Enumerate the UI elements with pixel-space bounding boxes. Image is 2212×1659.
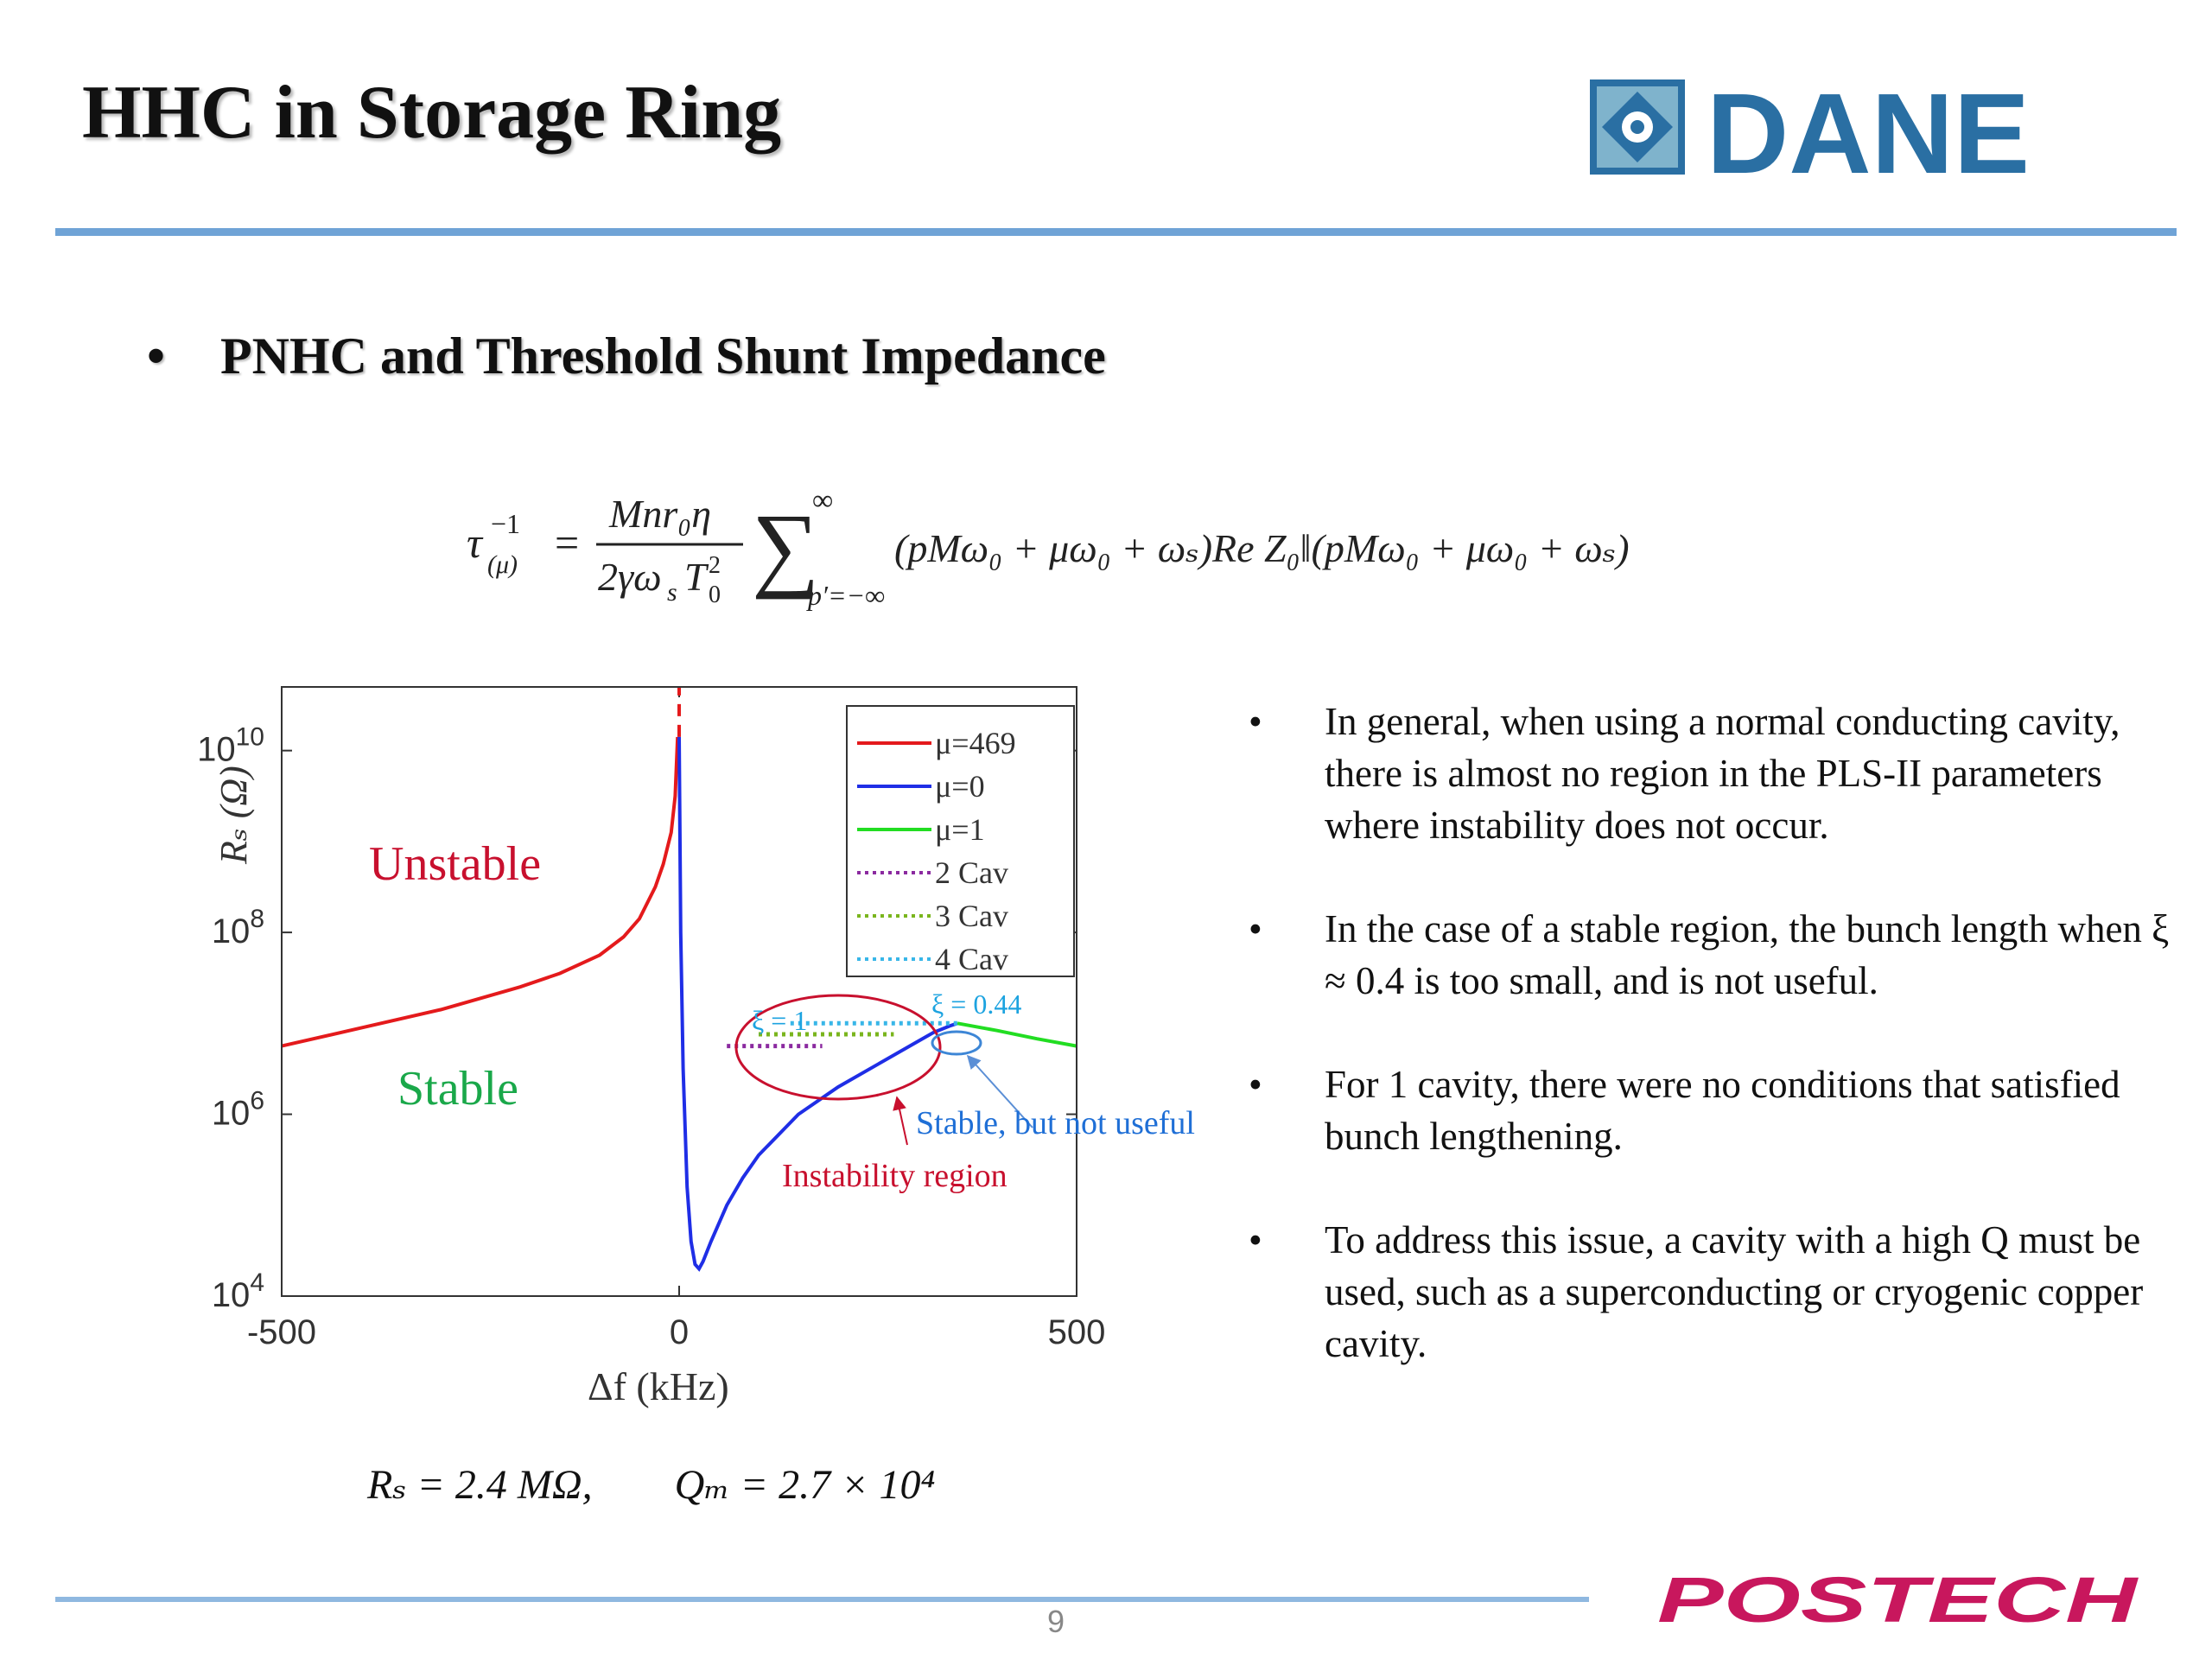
bottom-rule [55, 1597, 1589, 1602]
series-line [281, 736, 680, 1048]
legend-label: 4 Cav [935, 942, 1008, 976]
y-axis-label: Rₛ (Ω) [213, 766, 255, 865]
x-tick-label: -500 [247, 1313, 316, 1351]
eq-lhs-sub: (μ) [487, 550, 518, 579]
y-tick-label: 108 [212, 905, 264, 950]
note-text: In the case of a stable region, the bunc… [1325, 907, 2170, 1002]
series-line [677, 736, 958, 1272]
annotation-unstable: Unstable [369, 837, 541, 891]
plot-frame [281, 686, 1077, 1297]
notes-list: • In general, when using a normal conduc… [1249, 696, 2182, 1421]
annotation-stable-not-useful: Stable, but not useful [916, 1105, 1195, 1141]
legend-label: μ=0 [935, 769, 985, 804]
eq-sum-sign: ∑ [752, 494, 819, 600]
note-bullet: • [1249, 907, 1262, 950]
note-text: For 1 cavity, there were no conditions t… [1325, 1063, 2120, 1158]
dane-logo-text: DANE [1707, 79, 2030, 188]
slide-title: HHC in Storage Ring [82, 71, 782, 155]
note-text: In general, when using a normal conducti… [1325, 700, 2120, 847]
note-item: • For 1 cavity, there were no conditions… [1249, 1058, 2182, 1162]
y-tick-label: 1010 [197, 723, 264, 769]
annotation-xi-1: ξ = 1 [752, 1005, 807, 1036]
eq-lhs-sup: −1 [491, 508, 520, 539]
y-tick-label: 106 [212, 1087, 264, 1133]
stable-not-useful-arrow [966, 1054, 1033, 1128]
subtitle-bullet: • [147, 327, 166, 385]
legend-label: μ=1 [935, 812, 985, 847]
param-rs: Rₛ = 2.4 MΩ, [367, 1462, 593, 1508]
x-tick-label: 0 [670, 1313, 689, 1351]
y-tick-label: 104 [212, 1268, 264, 1314]
eq-sum-upper: ∞ [812, 485, 833, 517]
dane-emblem-icon [1590, 79, 1685, 175]
annotation-stable: Stable [397, 1062, 518, 1116]
chart-series [281, 687, 1077, 1272]
note-item: • In the case of a stable region, the bu… [1249, 903, 2182, 1007]
chart-legend: μ=469 μ=0 μ=1 2 Cav 3 Cav 4 Cav [846, 705, 1075, 977]
eq-rhs: (pMω₀ + μω₀ + ωₛ)Re Z₀‖(pMω₀ + μω₀ + ωₛ) [894, 526, 1630, 570]
eq-denominator-t: T [684, 555, 709, 599]
y-axis-ticks: 104 106 108 1010 [197, 723, 1077, 1314]
x-axis-label: Δf (kHz) [588, 1364, 729, 1408]
note-item: • In general, when using a normal conduc… [1249, 696, 2182, 851]
x-axis-ticks: -500 0 500 [247, 687, 1105, 1351]
legend-box [846, 705, 1075, 977]
stable-not-useful-ellipse [931, 1030, 982, 1056]
svg-text:0: 0 [709, 582, 721, 608]
x-tick-label: 500 [1048, 1313, 1106, 1351]
annotation-instability-region: Instability region [782, 1158, 1007, 1194]
note-text: To address this issue, a cavity with a h… [1325, 1218, 2144, 1365]
page-number: 9 [1047, 1604, 1065, 1639]
postech-logo-text: POSTECH [1657, 1568, 2139, 1630]
svg-text:s: s [667, 578, 677, 607]
note-item: • To address this issue, a cavity with a… [1249, 1214, 2182, 1370]
dane-logo: DANE [1590, 79, 2030, 188]
shunt-impedance-chart: 104 106 108 1010 -500 0 500 Rₛ (Ω) Δf (kHz) U… [197, 686, 1195, 1408]
eq-sum-lower: p′=−∞ [806, 580, 885, 611]
eq-denominator: 2γω [598, 555, 662, 599]
postech-logo: POSTECH [1657, 1568, 2139, 1630]
annotation-xi-044: ξ = 0.44 [931, 988, 1021, 1020]
instability-arrow [893, 1096, 908, 1146]
note-bullet: • [1249, 1063, 1262, 1106]
eq-lhs: τ [467, 518, 484, 567]
cavity-parameters: Rₛ = 2.4 MΩ, Qₘ = 2.7 × 10⁴ [367, 1460, 935, 1509]
svg-text:2: 2 [709, 552, 721, 579]
top-rule [55, 228, 2177, 236]
growth-rate-equation: τ −1 (μ) = Mnr₀η 2γω s T 2 0 ∑ ∞ p′=−∞ (… [458, 471, 1771, 622]
note-bullet: • [1249, 1218, 1262, 1262]
series-line [957, 1021, 1077, 1048]
param-qm: Qₘ = 2.7 × 10⁴ [674, 1462, 936, 1508]
legend-label: μ=469 [935, 726, 1016, 760]
note-bullet: • [1249, 700, 1262, 743]
eq-numerator: Mnr₀η [608, 492, 711, 536]
legend-label: 3 Cav [935, 899, 1008, 933]
subtitle-text: PNHC and Threshold Shunt Impedance [220, 327, 1106, 385]
instability-ellipse [734, 994, 942, 1101]
eq-equals: = [555, 518, 579, 567]
legend-label: 2 Cav [935, 855, 1008, 890]
